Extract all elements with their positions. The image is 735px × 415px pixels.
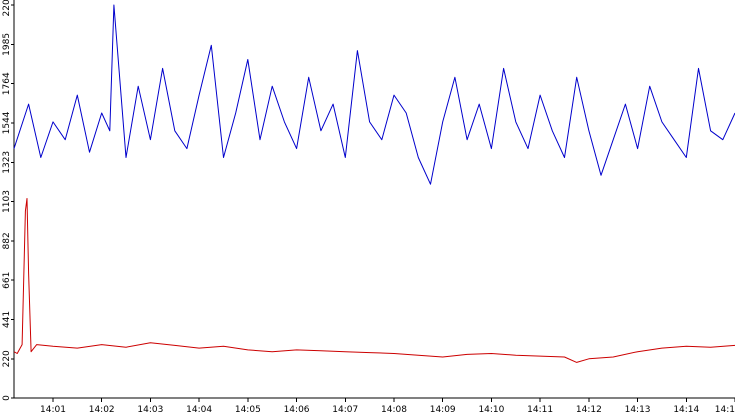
y-axis: 0 220 441 661 882 1103 1323 1544 1764 1985 2206: [2, 0, 15, 401]
y-tick-label: 441: [2, 311, 12, 328]
y-tick-label: 220: [2, 350, 12, 367]
x-tick-label: 14:07: [332, 405, 358, 415]
y-tick-label: 1323: [2, 151, 12, 174]
x-tick-label: 14:03: [137, 405, 163, 415]
x-tick-label: 14:12: [576, 405, 602, 415]
y-tick-label: 1103: [2, 190, 12, 213]
x-axis: 14:01 14:02 14:03 14:04 14:05 14:06 14:07 14:08…: [14, 397, 735, 415]
x-tick-label: 14:09: [430, 405, 456, 415]
x-tick-label: 14:10: [478, 405, 504, 415]
series-line-2: [13, 198, 735, 363]
x-tick-label: 14:1: [715, 405, 735, 415]
y-tick-label: 0: [2, 395, 12, 401]
y-tick-label: 2206: [2, 0, 12, 16]
x-tick-label: 14:06: [284, 405, 310, 415]
series-layer: [13, 4, 735, 363]
x-tick-label: 14:11: [527, 405, 553, 415]
x-tick-label: 14:05: [235, 405, 261, 415]
x-tick-label: 14:13: [625, 405, 651, 415]
y-tick-label: 1544: [2, 111, 12, 134]
x-tick-label: 14:01: [40, 405, 66, 415]
series-line-1: [13, 4, 735, 185]
x-tick-label: 14:14: [673, 405, 699, 415]
y-tick-label: 1764: [2, 72, 12, 95]
y-tick-label: 1985: [2, 33, 12, 56]
x-tick-label: 14:04: [186, 405, 212, 415]
x-tick-label: 14:02: [89, 405, 115, 415]
y-tick-label: 661: [2, 272, 12, 289]
x-tick-label: 14:08: [381, 405, 407, 415]
y-tick-label: 882: [2, 232, 12, 249]
